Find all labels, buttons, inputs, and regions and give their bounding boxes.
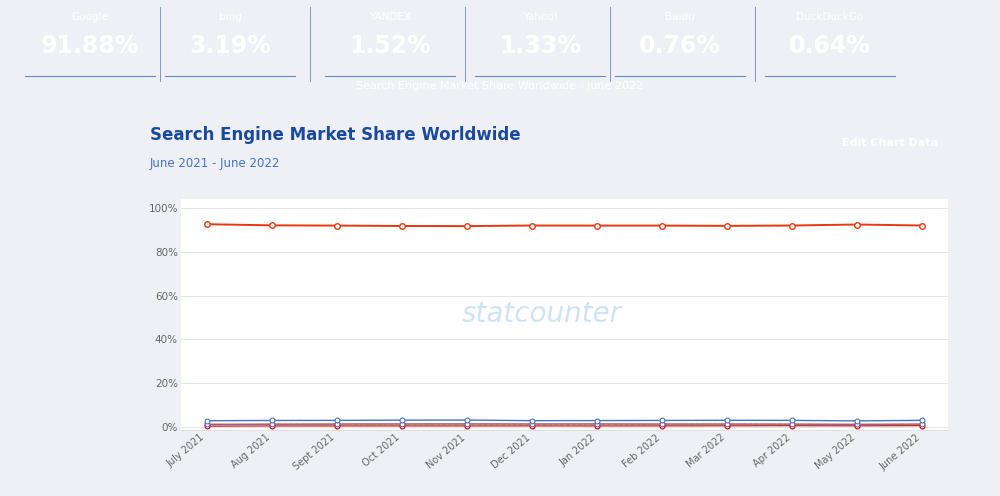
Text: YANDEX: YANDEX: [369, 11, 411, 21]
Text: DuckDuckGo: DuckDuckGo: [796, 11, 864, 21]
Text: Search Engine Market Share Worldwide: Search Engine Market Share Worldwide: [150, 126, 521, 144]
Text: June 2021 - June 2022: June 2021 - June 2022: [150, 157, 280, 170]
Text: 3.19%: 3.19%: [189, 34, 271, 58]
Text: Google: Google: [72, 11, 108, 21]
Text: 91.88%: 91.88%: [41, 34, 139, 58]
Text: Edit Chart Data: Edit Chart Data: [842, 138, 938, 148]
Text: Baidu: Baidu: [665, 11, 695, 21]
Text: 0.76%: 0.76%: [639, 34, 721, 58]
Text: 1.52%: 1.52%: [349, 34, 431, 58]
Text: bing: bing: [219, 11, 241, 21]
Text: statcounter: statcounter: [461, 300, 622, 328]
Text: 1.33%: 1.33%: [499, 34, 581, 58]
Text: 0.64%: 0.64%: [789, 34, 871, 58]
Text: Yahoo!: Yahoo!: [523, 11, 557, 21]
Text: Search Engine Market Share Worldwide - June 2022: Search Engine Market Share Worldwide - J…: [356, 81, 644, 91]
